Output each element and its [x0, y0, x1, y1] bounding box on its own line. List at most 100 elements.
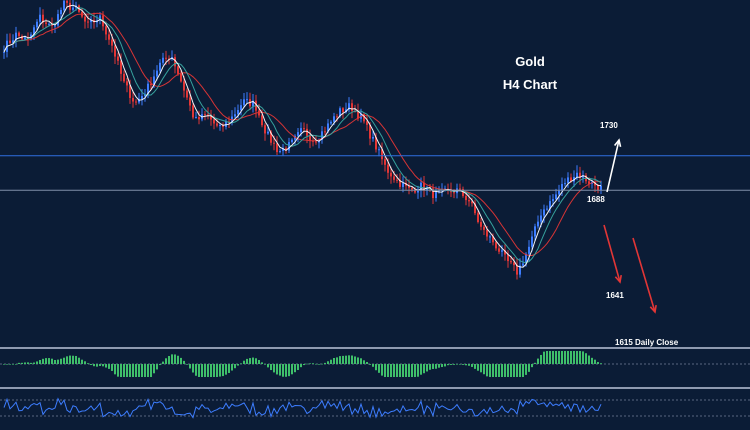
histogram-bar — [348, 355, 350, 364]
candle-body — [15, 32, 17, 41]
candle-body — [534, 226, 536, 237]
histogram-bar — [462, 364, 464, 365]
candle-body — [561, 184, 563, 191]
candle-body — [300, 128, 302, 133]
histogram-bar — [576, 351, 578, 364]
histogram-bar — [270, 364, 272, 371]
histogram-bar — [525, 364, 527, 375]
histogram-bar — [444, 364, 446, 367]
ma-fast-line — [3, 4, 602, 268]
histogram-bar — [183, 360, 185, 364]
histogram-bar — [132, 364, 134, 377]
histogram-bar — [39, 360, 41, 364]
histogram-bar — [237, 364, 239, 366]
candle-body — [195, 117, 197, 119]
histogram-bar — [219, 364, 221, 377]
annotation-1641: 1641 — [606, 291, 624, 300]
histogram-bar — [387, 364, 389, 377]
candle-body — [252, 100, 254, 107]
candle-body — [366, 121, 368, 125]
candle-body — [99, 15, 101, 21]
annotation-1730: 1730 — [600, 121, 618, 130]
histogram-bar — [546, 351, 548, 364]
histogram-bar — [102, 364, 104, 367]
histogram-bar — [162, 361, 164, 364]
histogram-bar — [429, 364, 431, 370]
candle-body — [426, 188, 428, 191]
candle-body — [393, 176, 395, 180]
arrow-up-white-shaft — [606, 139, 620, 193]
candle-body — [36, 21, 38, 28]
histogram-bar — [84, 361, 86, 364]
candle-body — [138, 99, 140, 103]
histogram-bar — [420, 364, 422, 375]
candle-body — [186, 90, 188, 98]
histogram-bar — [507, 364, 509, 377]
histogram-bar — [369, 364, 371, 365]
histogram-bar — [3, 364, 5, 365]
histogram-bar — [306, 363, 308, 365]
candle-body — [270, 131, 272, 143]
candle-body — [156, 70, 158, 77]
histogram-bar — [228, 364, 230, 373]
histogram-bar — [45, 358, 47, 364]
histogram-bar — [51, 358, 53, 364]
histogram-bar — [432, 364, 434, 369]
histogram-bar — [141, 364, 143, 377]
candle-body — [537, 221, 539, 227]
arrows-group — [603, 138, 657, 314]
histogram-bar — [426, 364, 428, 372]
candle-body — [420, 182, 422, 191]
candle-body — [279, 150, 281, 153]
histogram-bar — [294, 364, 296, 373]
candle-body — [459, 188, 461, 190]
histogram-bar — [177, 355, 179, 364]
candle-body — [462, 189, 464, 196]
histogram-bar — [588, 355, 590, 364]
candle-body — [417, 190, 419, 193]
histogram-bar — [312, 363, 314, 364]
candle-body — [351, 103, 353, 112]
level-label-1688: 1688 — [587, 195, 605, 204]
histogram-bar — [321, 363, 323, 365]
histogram-bar — [468, 364, 470, 366]
candle-body — [579, 172, 581, 178]
histogram-bar — [18, 362, 20, 364]
histogram-bar — [9, 364, 11, 365]
histogram-group — [3, 351, 602, 377]
candle-body — [597, 185, 599, 191]
candle-body — [66, 0, 68, 3]
arrow-down-red-1-head — [614, 274, 623, 284]
histogram-bar — [282, 364, 284, 377]
histogram-bar — [258, 360, 260, 364]
histogram-bar — [303, 364, 305, 366]
histogram-bar — [501, 364, 503, 377]
candle-body — [438, 190, 440, 192]
histogram-bar — [231, 364, 233, 371]
candle-body — [183, 81, 185, 91]
histogram-bar — [600, 363, 602, 364]
histogram-bar — [24, 362, 26, 364]
histogram-bar — [210, 364, 212, 377]
histogram-bar — [252, 357, 254, 364]
histogram-bar — [393, 364, 395, 377]
histogram-bar — [120, 364, 122, 377]
histogram-bar — [513, 364, 515, 377]
candle-body — [132, 97, 134, 102]
histogram-bar — [12, 364, 14, 365]
histogram-bar — [354, 356, 356, 364]
histogram-bar — [246, 358, 248, 364]
chart-subtitle: H4 Chart — [503, 77, 558, 92]
candle-body — [264, 125, 266, 134]
candle-body — [339, 108, 341, 117]
histogram-bar — [267, 364, 269, 368]
candle-body — [501, 250, 503, 252]
candle-body — [372, 136, 374, 139]
histogram-bar — [522, 364, 524, 377]
histogram-bar — [261, 362, 263, 364]
candle-body — [291, 139, 293, 143]
candle-body — [399, 179, 401, 187]
histogram-bar — [519, 364, 521, 377]
candle-body — [369, 124, 371, 139]
